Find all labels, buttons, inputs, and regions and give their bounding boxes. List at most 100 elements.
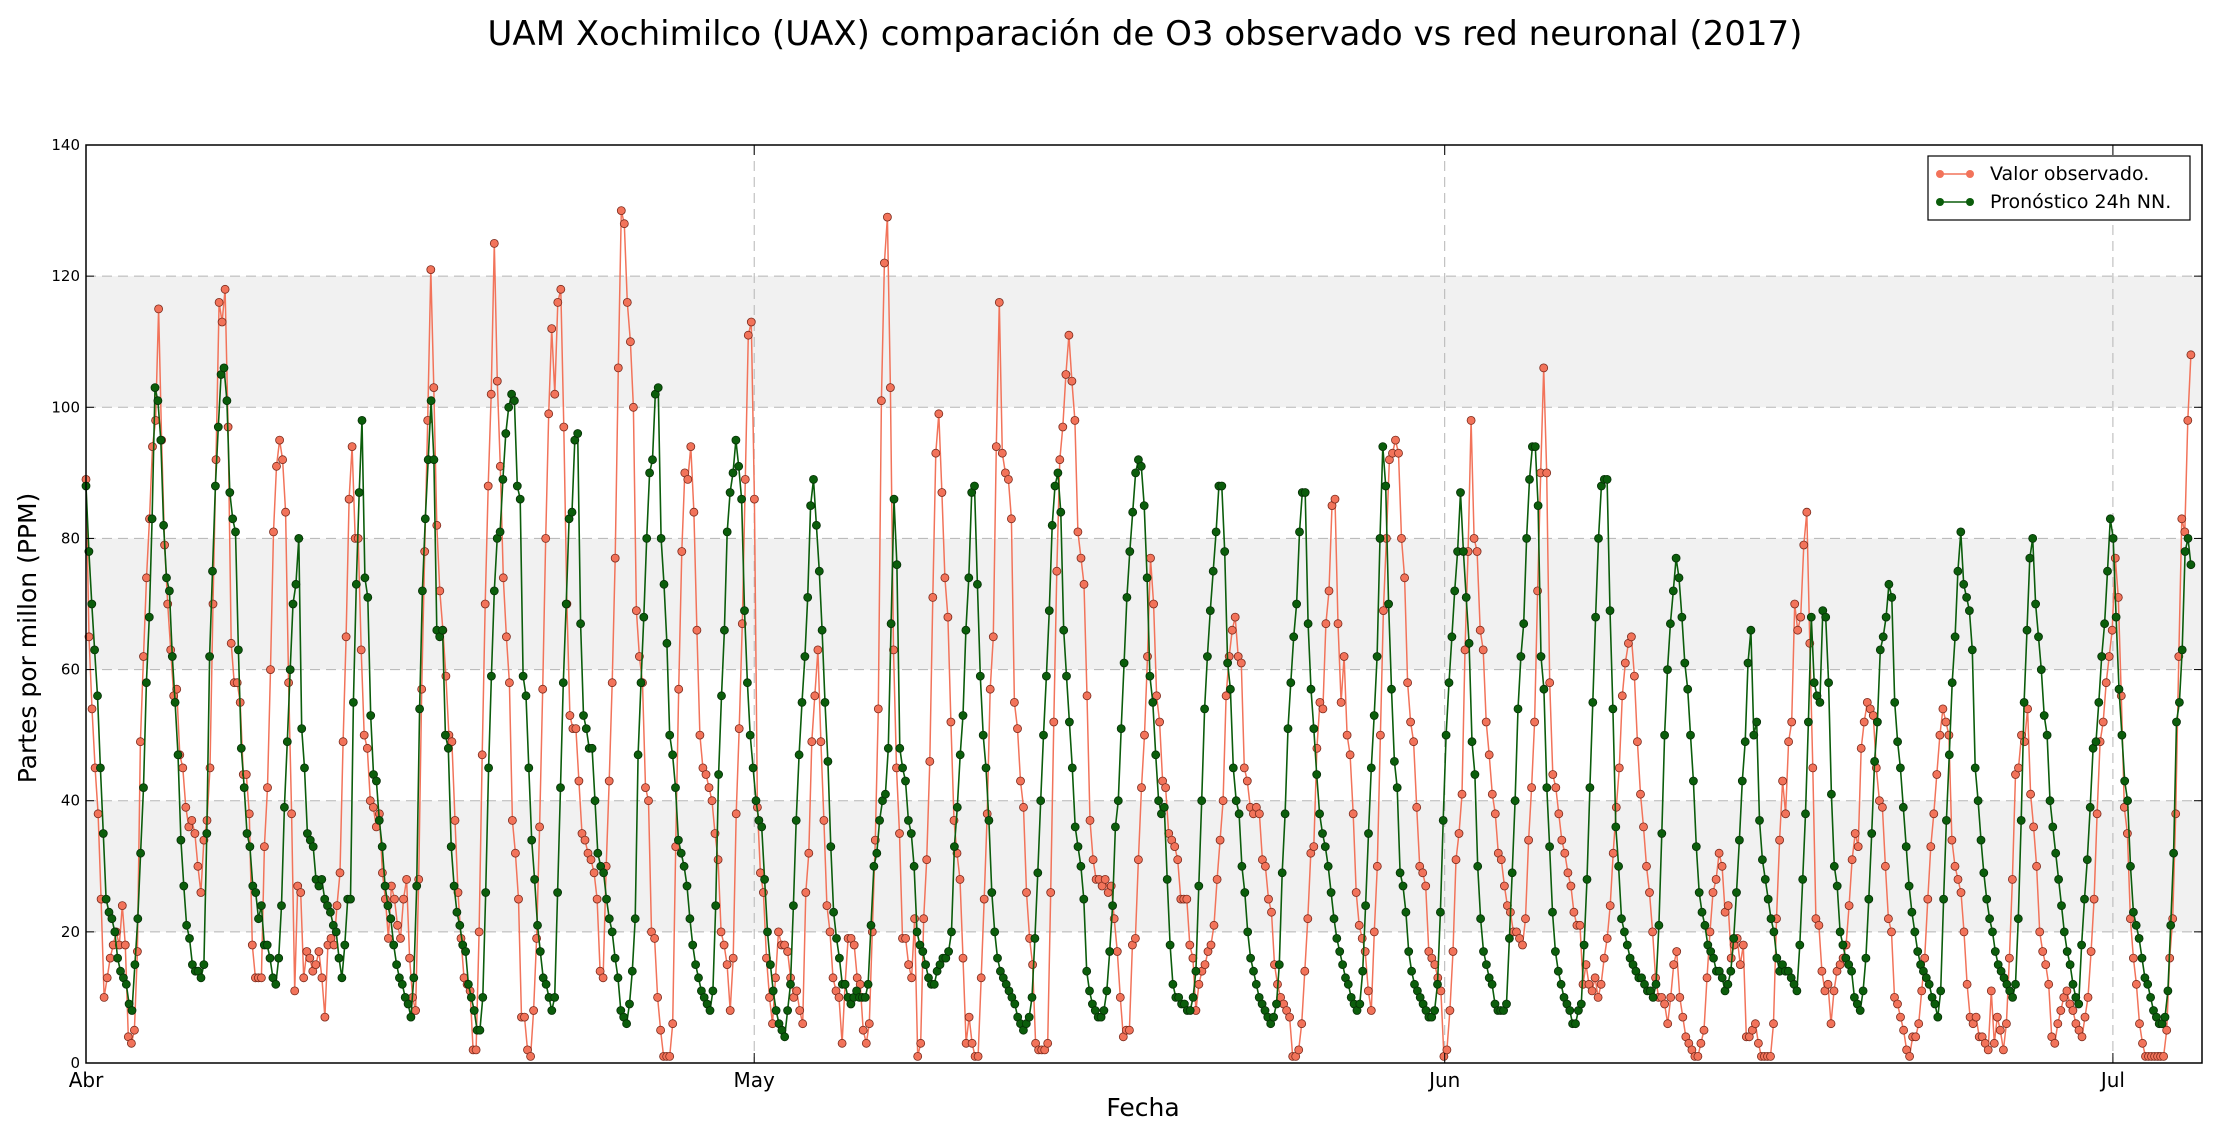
series-1-point [817,625,827,635]
series-0-point [1360,947,1370,956]
series-1-point [1735,835,1744,845]
series-1-point [1611,822,1621,832]
series-1-point [127,1006,137,1015]
series-1-point [978,730,988,740]
series-0-point [1599,953,1609,963]
series-1-point [607,927,617,937]
series-1-point [1579,940,1589,950]
series-1-point [1657,829,1667,838]
series-1-point [1479,947,1488,956]
series-0-point [1917,986,1927,996]
series-0-point [565,711,575,720]
series-0-point [1766,1052,1775,1061]
series-0-point [677,547,687,556]
series-0-point [877,396,886,406]
series-1-point [812,520,821,530]
series-1-point [205,652,215,661]
series-0-point [405,953,415,963]
series-1-point [231,527,240,537]
series-1-point [1378,442,1388,452]
series-0-point [1696,1038,1706,1048]
series-1-point [449,881,459,891]
series-0-point [1472,547,1482,556]
series-1-point [1208,566,1218,576]
series-0-point [1239,763,1249,773]
series-1-point [1102,986,1112,996]
series-0-point [471,1045,481,1055]
series-0-point [997,448,1007,458]
series-1-point [1585,783,1595,792]
series-1-point [1737,776,1747,786]
series-0-point [1711,875,1721,884]
series-0-point [1962,979,1972,989]
series-0-point [1859,717,1869,727]
series-1-point [233,645,243,655]
series-0-point [1639,822,1648,832]
series-1-point [199,960,209,969]
series-1-point [1381,481,1391,491]
series-0-point [1406,717,1415,727]
series-1-point [1671,553,1681,563]
series-0-point [135,737,145,747]
series-1-point [1864,894,1874,904]
series-0-point [895,829,904,838]
series-1-point [455,920,465,930]
series-1-point [357,415,367,425]
series-0-point [2177,514,2187,524]
series-0-point [1330,494,1340,504]
series-1-point [354,488,364,497]
series-1-point [236,743,246,753]
series-1-point [84,547,94,556]
series-0-point [1717,861,1727,871]
series-0-point [1545,678,1555,688]
series-0-point [1324,586,1334,596]
series-0-point [937,488,947,497]
series-0-point [683,474,693,484]
series-1-point [2128,907,2138,917]
series-1-point [1933,1012,1943,1022]
series-1-point [990,927,1000,937]
plot-frame [85,144,2203,1064]
series-1-point [530,875,539,884]
series-0-point [1481,717,1491,727]
series-1-point [556,783,565,792]
series-0-point [985,684,995,694]
series-1-point [708,986,718,996]
series-0-point [692,625,702,635]
series-1-point [757,822,767,832]
series-0-point [1016,776,1025,786]
series-1-point [1942,816,1951,825]
series-0-point [837,1038,847,1048]
series-1-point [2131,920,2141,930]
series-0-point [1019,802,1028,812]
series-0-point [1454,829,1464,838]
series-0-point [774,927,783,937]
series-1-point [515,494,525,504]
series-1-point [1220,547,1230,556]
series-0-point [795,1006,805,1015]
series-0-point [1227,625,1237,635]
series-0-point [994,297,1004,307]
series-1-point [2036,665,2046,674]
series-1-point [691,960,700,969]
series-1-point [714,770,723,779]
series-1-point [1683,684,1693,694]
series-0-point [1557,835,1567,845]
series-1-point [950,842,959,851]
series-1-point [417,586,427,596]
series-0-point [148,442,157,452]
series-1-point [1867,829,1877,838]
series-0-point [1669,960,1679,969]
series-1-point [1364,829,1373,838]
series-1-point [722,527,732,537]
series-1-point [1277,868,1287,878]
series-1-point [665,730,675,740]
series-1-point [590,796,600,806]
series-1-point [1686,730,1695,740]
series-0-point [1342,730,1352,740]
series-0-point [828,973,838,983]
series-0-point [1067,376,1077,386]
series-1-point [886,619,896,629]
series-0-point [281,507,291,517]
series-1-point [740,606,749,615]
